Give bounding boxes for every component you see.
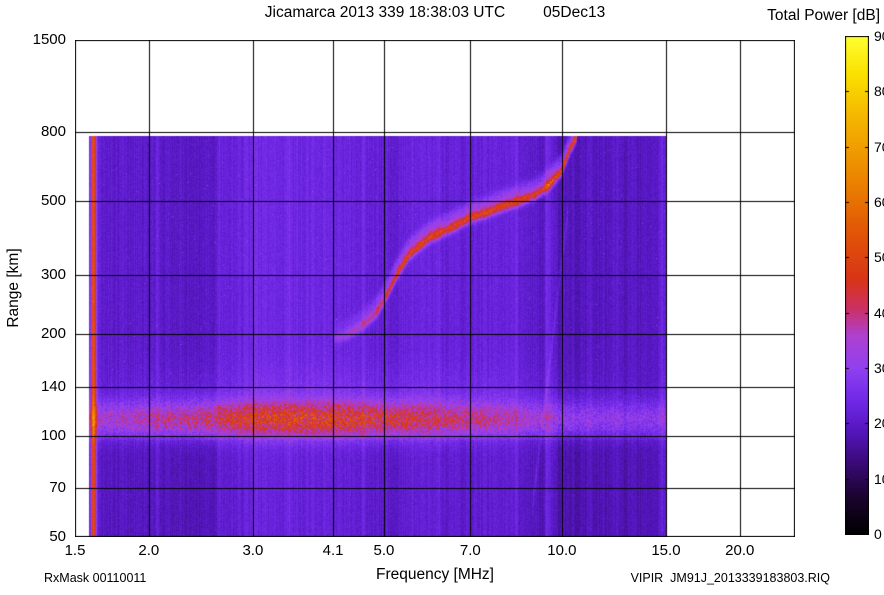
y-tick-label: 70 (49, 478, 66, 496)
x-tick-label: 15.0 (651, 542, 681, 559)
y-axis-label: Range [km] (5, 248, 22, 328)
colorbar-tick-label: 50 (874, 249, 884, 266)
title-text: Jicamarca 2013 339 18:38:03 UTC (264, 4, 506, 21)
y-tick-label: 200 (40, 325, 66, 343)
title-date: 05Dec13 (543, 4, 606, 21)
colorbar-title: Total Power [dB] (767, 7, 880, 24)
colorbar-tick-label: 40 (874, 304, 884, 321)
filename-text: VIPIR JM91J_2013339183803.RIQ (630, 571, 830, 585)
x-tick-label: 3.0 (242, 542, 264, 559)
x-tick-label: 20.0 (725, 542, 755, 559)
colorbar-tick-label: 0 (874, 526, 882, 542)
colorbar-tick-label: 60 (874, 194, 884, 210)
colorbar-tick-label: 10 (874, 470, 884, 487)
x-tick-label: 7.0 (459, 542, 481, 559)
y-tick-label: 500 (40, 191, 66, 209)
x-tick-label: 2.0 (138, 542, 160, 559)
x-tick-label: 5.0 (373, 542, 395, 559)
plot-title: Jicamarca 2013 339 18:38:03 UTC 05Dec13 (75, 4, 795, 22)
y-tick-label: 140 (40, 377, 66, 395)
x-axis-label: Frequency [MHz] (375, 566, 494, 583)
x-tick-label: 1.5 (64, 542, 86, 559)
colorbar-tick-label: 30 (874, 360, 884, 376)
colorbar-tick-label: 90 (874, 28, 884, 44)
y-tick-label: 800 (40, 122, 66, 140)
y-tick-label: 1500 (32, 31, 66, 48)
y-tick-label: 50 (49, 528, 66, 545)
rxmask-text: RxMask 00110011 (44, 571, 147, 585)
x-tick-label: 10.0 (547, 542, 577, 559)
colorbar (845, 36, 869, 535)
colorbar-tick-label: 80 (874, 83, 884, 100)
ionogram-heatmap (75, 40, 795, 537)
x-tick-label: 4.1 (322, 542, 344, 559)
colorbar-tick-label: 70 (874, 138, 884, 155)
y-tick-label: 100 (40, 426, 66, 444)
colorbar-tick-label: 20 (874, 415, 884, 432)
